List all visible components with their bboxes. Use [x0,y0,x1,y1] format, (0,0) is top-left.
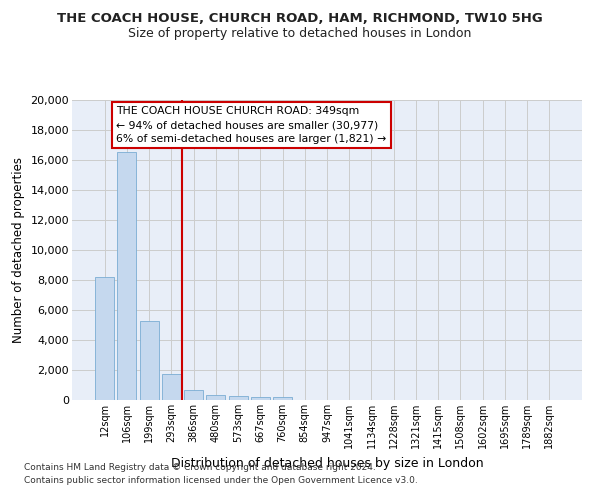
Y-axis label: Number of detached properties: Number of detached properties [12,157,25,343]
Bar [95,277,114,400]
X-axis label: Distribution of detached houses by size in London: Distribution of detached houses by size … [170,456,484,469]
Text: Contains HM Land Registry data © Crown copyright and database right 2024.: Contains HM Land Registry data © Crown c… [24,464,376,472]
Bar [251,397,270,400]
Text: THE COACH HOUSE, CHURCH ROAD, HAM, RICHMOND, TW10 5HG: THE COACH HOUSE, CHURCH ROAD, HAM, RICHM… [57,12,543,26]
Bar [140,320,158,400]
Bar [162,374,181,400]
Text: Size of property relative to detached houses in London: Size of property relative to detached ho… [128,28,472,40]
Bar [206,395,225,400]
Text: Contains public sector information licensed under the Open Government Licence v3: Contains public sector information licen… [24,476,418,485]
Bar [118,152,136,400]
Text: THE COACH HOUSE CHURCH ROAD: 349sqm
← 94% of detached houses are smaller (30,977: THE COACH HOUSE CHURCH ROAD: 349sqm ← 94… [116,106,386,144]
Bar [229,396,248,400]
Bar [273,397,292,400]
Bar [184,390,203,400]
